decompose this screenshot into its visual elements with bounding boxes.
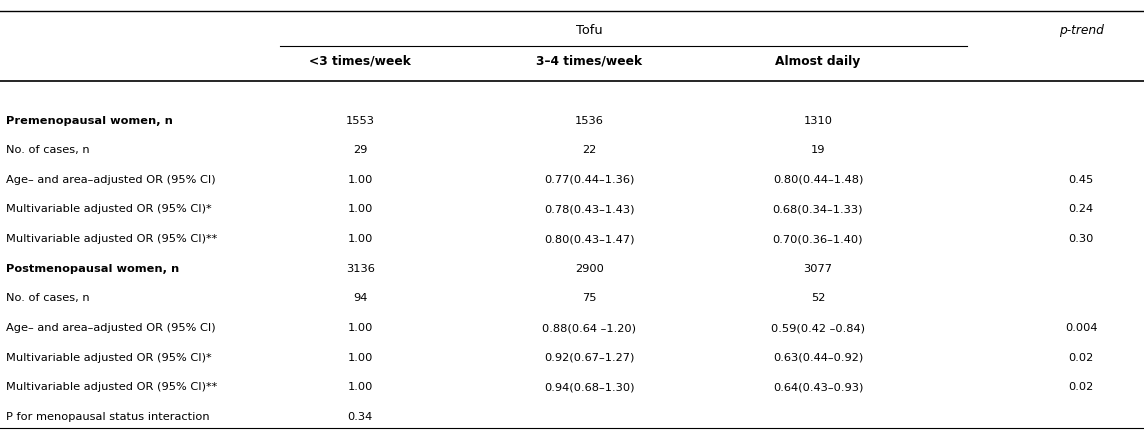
Text: Age– and area–adjusted OR (95% CI): Age– and area–adjusted OR (95% CI)	[6, 323, 215, 333]
Text: 1.00: 1.00	[348, 234, 373, 244]
Text: p-trend: p-trend	[1058, 24, 1104, 37]
Text: 0.004: 0.004	[1065, 323, 1097, 333]
Text: 2900: 2900	[574, 264, 604, 274]
Text: 29: 29	[353, 145, 367, 155]
Text: 0.24: 0.24	[1068, 204, 1094, 215]
Text: 0.63(0.44–0.92): 0.63(0.44–0.92)	[773, 353, 863, 363]
Text: 52: 52	[811, 293, 825, 303]
Text: 1.00: 1.00	[348, 204, 373, 215]
Text: 1310: 1310	[803, 116, 833, 126]
Text: Multivariable adjusted OR (95% CI)*: Multivariable adjusted OR (95% CI)*	[6, 204, 212, 215]
Text: 0.88(0.64 –1.20): 0.88(0.64 –1.20)	[542, 323, 636, 333]
Text: Multivariable adjusted OR (95% CI)**: Multivariable adjusted OR (95% CI)**	[6, 234, 217, 244]
Text: Age– and area–adjusted OR (95% CI): Age– and area–adjusted OR (95% CI)	[6, 175, 215, 185]
Text: 0.02: 0.02	[1068, 382, 1094, 392]
Text: P for menopausal status interaction: P for menopausal status interaction	[6, 412, 209, 422]
Text: 0.77(0.44–1.36): 0.77(0.44–1.36)	[545, 175, 634, 185]
Text: Postmenopausal women, n: Postmenopausal women, n	[6, 264, 178, 274]
Text: 0.59(0.42 –0.84): 0.59(0.42 –0.84)	[771, 323, 865, 333]
Text: 1.00: 1.00	[348, 353, 373, 363]
Text: <3 times/week: <3 times/week	[309, 54, 412, 68]
Text: 0.92(0.67–1.27): 0.92(0.67–1.27)	[545, 353, 634, 363]
Text: 0.70(0.36–1.40): 0.70(0.36–1.40)	[772, 234, 864, 244]
Text: No. of cases, n: No. of cases, n	[6, 293, 89, 303]
Text: 94: 94	[353, 293, 367, 303]
Text: 1.00: 1.00	[348, 382, 373, 392]
Text: 1536: 1536	[574, 116, 604, 126]
Text: 3136: 3136	[345, 264, 375, 274]
Text: Tofu: Tofu	[575, 24, 603, 37]
Text: No. of cases, n: No. of cases, n	[6, 145, 89, 155]
Text: 3–4 times/week: 3–4 times/week	[537, 54, 642, 68]
Text: 0.80(0.43–1.47): 0.80(0.43–1.47)	[543, 234, 635, 244]
Text: 22: 22	[582, 145, 596, 155]
Text: 0.45: 0.45	[1068, 175, 1094, 185]
Text: Multivariable adjusted OR (95% CI)**: Multivariable adjusted OR (95% CI)**	[6, 382, 217, 392]
Text: 0.02: 0.02	[1068, 353, 1094, 363]
Text: 0.30: 0.30	[1068, 234, 1094, 244]
Text: 75: 75	[582, 293, 596, 303]
Text: Multivariable adjusted OR (95% CI)*: Multivariable adjusted OR (95% CI)*	[6, 353, 212, 363]
Text: Almost daily: Almost daily	[776, 54, 860, 68]
Text: 1.00: 1.00	[348, 175, 373, 185]
Text: 19: 19	[811, 145, 825, 155]
Text: 0.80(0.44–1.48): 0.80(0.44–1.48)	[773, 175, 863, 185]
Text: Premenopausal women, n: Premenopausal women, n	[6, 116, 173, 126]
Text: 0.94(0.68–1.30): 0.94(0.68–1.30)	[543, 382, 635, 392]
Text: 0.34: 0.34	[348, 412, 373, 422]
Text: 0.78(0.43–1.43): 0.78(0.43–1.43)	[543, 204, 635, 215]
Text: 0.64(0.43–0.93): 0.64(0.43–0.93)	[773, 382, 863, 392]
Text: 1553: 1553	[345, 116, 375, 126]
Text: 0.68(0.34–1.33): 0.68(0.34–1.33)	[772, 204, 864, 215]
Text: 1.00: 1.00	[348, 323, 373, 333]
Text: 3077: 3077	[803, 264, 833, 274]
